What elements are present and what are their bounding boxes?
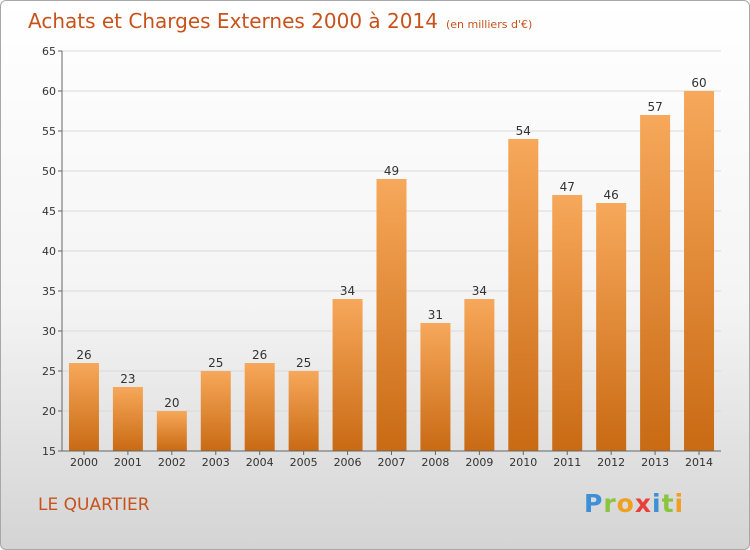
bar-2010: [508, 139, 539, 451]
y-tick-label: 65: [42, 45, 56, 58]
data-label-2007: 49: [384, 164, 399, 178]
bar-2001: [112, 387, 143, 451]
bar-2002: [156, 411, 187, 451]
title-text: Achats et Charges Externes 2000 à 2014: [28, 9, 438, 33]
logo-letter: t: [661, 489, 675, 518]
bar-2014: [684, 91, 715, 451]
location-label: LE QUARTIER: [38, 495, 150, 515]
data-label-2005: 25: [296, 356, 311, 370]
bar-2003: [200, 371, 231, 451]
x-tick-label-2009: 2009: [465, 456, 493, 469]
x-tick-label-2005: 2005: [290, 456, 318, 469]
x-tick-label-2012: 2012: [597, 456, 625, 469]
bar-2006: [332, 299, 363, 451]
y-tick-label: 20: [42, 405, 56, 418]
bar-2012: [596, 203, 627, 451]
data-label-2009: 34: [472, 284, 487, 298]
x-tick-label-2010: 2010: [509, 456, 537, 469]
x-tick-label-2006: 2006: [334, 456, 362, 469]
x-tick-label-2011: 2011: [553, 456, 581, 469]
y-tick-label: 50: [42, 165, 56, 178]
title-unit: (en milliers d'€): [445, 18, 533, 31]
data-label-2014: 60: [691, 76, 706, 90]
bar-2013: [640, 115, 671, 451]
y-tick-label: 45: [42, 205, 56, 218]
data-label-2008: 31: [428, 308, 443, 322]
bar-2005: [288, 371, 319, 451]
data-label-2011: 47: [560, 180, 575, 194]
x-tick-label-2001: 2001: [114, 456, 142, 469]
data-label-2001: 23: [120, 372, 135, 386]
data-label-2012: 46: [604, 188, 619, 202]
bar-2009: [464, 299, 495, 451]
data-label-2013: 57: [647, 100, 662, 114]
y-tick-label: 60: [42, 85, 56, 98]
y-tick-label: 55: [42, 125, 56, 138]
x-tick-label-2014: 2014: [685, 456, 713, 469]
data-label-2004: 26: [252, 348, 267, 362]
chart-title: Achats et Charges Externes 2000 à 2014 (e…: [28, 9, 532, 33]
logo-letter: i: [652, 489, 662, 518]
y-tick-label: 40: [42, 245, 56, 258]
y-tick-label: 30: [42, 325, 56, 338]
x-tick-label-2004: 2004: [246, 456, 274, 469]
x-tick-label-2007: 2007: [378, 456, 406, 469]
x-tick-label-2008: 2008: [421, 456, 449, 469]
x-tick-label-2003: 2003: [202, 456, 230, 469]
data-label-2003: 25: [208, 356, 223, 370]
x-tick-label-2002: 2002: [158, 456, 186, 469]
x-tick-label-2000: 2000: [70, 456, 98, 469]
proxiti-logo: Proxiti: [584, 489, 684, 518]
data-label-2002: 20: [164, 396, 179, 410]
bar-2004: [244, 363, 275, 451]
bar-2008: [420, 323, 451, 451]
data-label-2000: 26: [76, 348, 91, 362]
bar-2000: [68, 363, 99, 451]
logo-letter: P: [584, 489, 604, 518]
logo-letter: i: [674, 489, 685, 518]
data-label-2010: 54: [516, 124, 531, 138]
bar-2011: [552, 195, 583, 451]
y-tick-label: 15: [42, 445, 56, 458]
y-tick-label: 35: [42, 285, 56, 298]
y-tick-label: 25: [42, 365, 56, 378]
logo-letter: r: [603, 489, 617, 518]
logo-letter: o: [616, 489, 635, 518]
x-tick-label-2013: 2013: [641, 456, 669, 469]
data-label-2006: 34: [340, 284, 355, 298]
bar-2007: [376, 179, 407, 451]
logo-letter: x: [634, 489, 652, 518]
